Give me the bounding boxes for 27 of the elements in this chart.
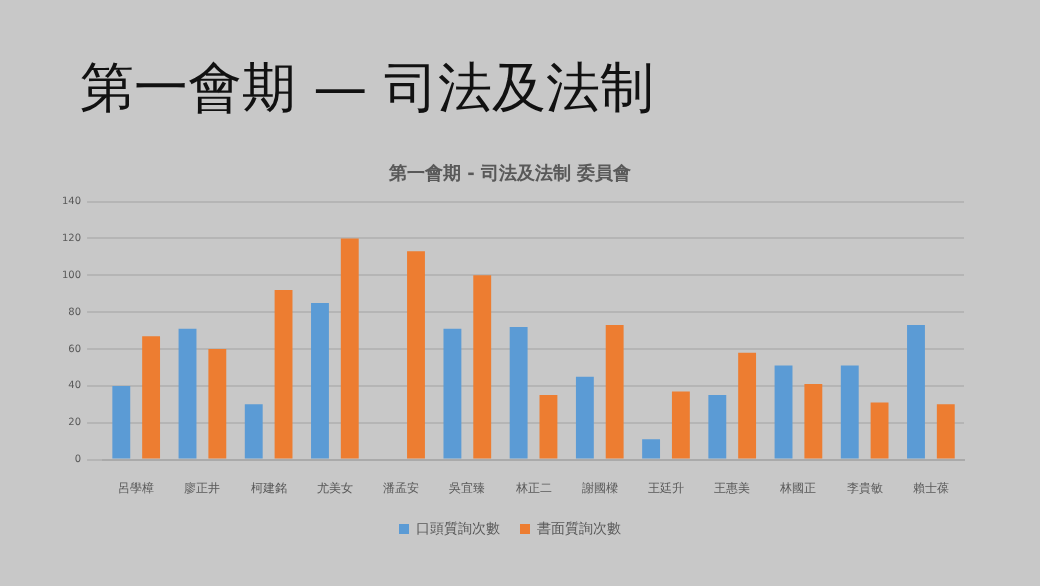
chart-title: 第一會期 — 司法及法制 [80,56,655,124]
bar [340,238,359,459]
bar [539,395,558,459]
bar [244,404,263,459]
bar [671,391,690,459]
bar [473,275,492,459]
bar [274,290,293,459]
bar [575,376,594,459]
chart-subtitle: 第一會期 - 司法及法制 委員會 [386,163,632,186]
bar [936,404,955,459]
bar [605,325,624,459]
bar [178,328,197,459]
bar [642,439,661,459]
bar [407,251,425,459]
bar [840,365,859,459]
bar [443,328,462,459]
bar [907,325,925,459]
bar [509,326,528,459]
bar [774,365,793,459]
bar [708,395,727,459]
bar [738,352,757,459]
bar [112,385,131,459]
bar [870,402,889,459]
bar [311,302,329,459]
bar [142,336,161,459]
bar [804,384,823,459]
bar [208,349,227,459]
